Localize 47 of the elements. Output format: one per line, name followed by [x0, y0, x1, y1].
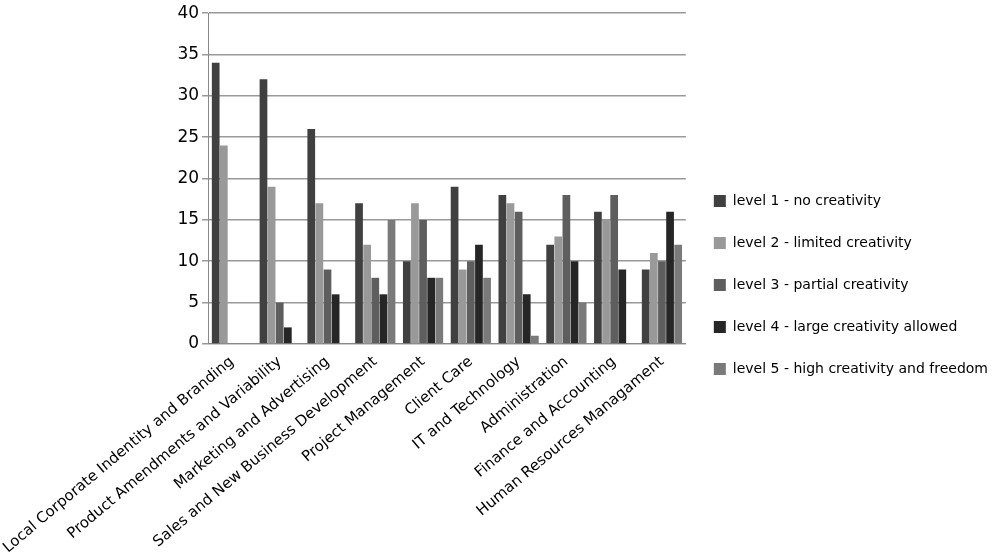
bar — [531, 335, 539, 344]
bar — [618, 269, 627, 344]
bar — [498, 195, 507, 344]
bar — [307, 128, 316, 344]
bar — [546, 244, 554, 344]
bar — [475, 244, 483, 344]
bar — [402, 261, 411, 344]
legend-label: level 3 - partial creativity — [732, 275, 909, 292]
bar — [674, 244, 683, 344]
bar — [562, 195, 571, 344]
bar — [387, 219, 396, 344]
y-tick-label: 35 — [177, 42, 200, 63]
y-tick-label: 5 — [188, 291, 200, 312]
bar — [259, 79, 268, 344]
bar — [514, 211, 523, 344]
bar — [419, 219, 427, 344]
bar — [641, 269, 650, 344]
y-tick-label: 25 — [177, 125, 200, 146]
y-tick-label: 30 — [177, 84, 200, 105]
legend-label: level 5 - high creativity and freedom — [732, 359, 988, 376]
legend-label: level 4 - large creativity allowed — [732, 317, 958, 334]
bar — [522, 294, 531, 344]
bar — [466, 261, 475, 344]
bar — [483, 277, 491, 344]
y-tick-label: 15 — [177, 208, 200, 229]
bar — [427, 277, 436, 344]
bar — [371, 277, 380, 344]
bar — [450, 186, 459, 344]
bar — [331, 294, 340, 344]
bar — [594, 211, 602, 344]
bar — [666, 211, 674, 344]
bar — [211, 62, 220, 344]
y-tick-label: 0 — [188, 332, 200, 353]
bar — [435, 277, 444, 344]
legend-label: level 2 - limited creativity — [732, 233, 912, 250]
bar — [658, 261, 666, 344]
bar — [379, 294, 388, 344]
y-tick-label: 20 — [177, 166, 200, 187]
bar — [355, 203, 363, 344]
bar — [283, 327, 292, 344]
y-tick-label: 10 — [177, 249, 200, 270]
bar — [275, 302, 284, 344]
bar — [570, 261, 579, 344]
bar — [323, 269, 332, 344]
bar — [610, 195, 619, 344]
y-tick-label: 40 — [177, 1, 200, 22]
legend-label: level 1 - no creativity — [732, 191, 881, 208]
